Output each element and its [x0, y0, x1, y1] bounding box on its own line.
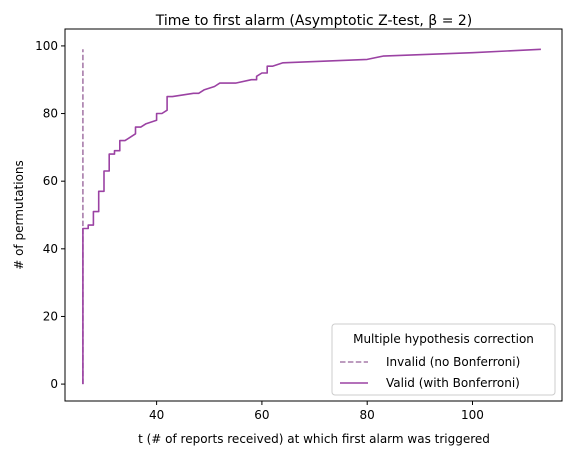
y-tick-label: 80 [43, 107, 58, 121]
legend-box [331, 323, 556, 396]
legend-label-valid: Valid (with Bonferroni) [386, 376, 520, 390]
x-tick-label: 60 [254, 408, 269, 422]
legend-title: Multiple hypothesis correction [353, 332, 534, 346]
legend-label-invalid: Invalid (no Bonferroni) [386, 355, 520, 369]
y-tick-label: 40 [43, 242, 58, 256]
x-tick-label: 80 [360, 408, 375, 422]
y-tick-label: 0 [50, 377, 58, 391]
x-tick-label: 40 [149, 408, 164, 422]
x-axis: 40 60 80 100 [149, 401, 484, 422]
plot-area [82, 48, 541, 385]
y-tick-label: 100 [35, 39, 58, 53]
y-axis: 0 20 40 60 80 100 [35, 39, 65, 391]
x-axis-label: t (# of reports received) at which first… [138, 432, 490, 446]
legend: Multiple hypothesis correction Invalid (… [331, 323, 556, 396]
series-valid-line [82, 48, 541, 385]
y-axis-label: # of permutations [12, 160, 26, 270]
y-tick-label: 60 [43, 174, 58, 188]
y-tick-label: 20 [43, 309, 58, 323]
plot-frame [64, 28, 563, 402]
chart-title: Time to first alarm (Asymptotic Z-test, … [155, 13, 473, 29]
x-tick-label: 100 [461, 408, 484, 422]
